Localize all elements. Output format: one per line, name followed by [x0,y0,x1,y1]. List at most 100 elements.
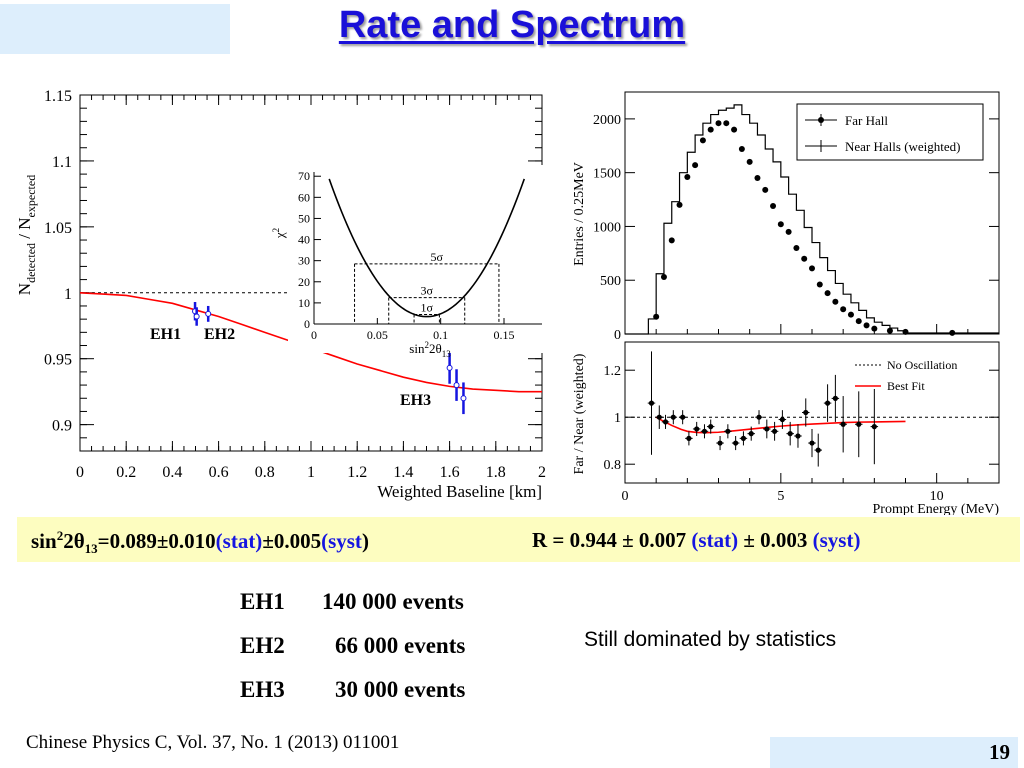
hall-label-eh1: EH1 [150,326,181,343]
far-hall-point [824,290,831,297]
ratio-x-tick-label: 5 [777,489,784,504]
y-tick-label: 1.15 [44,88,72,105]
far-hall-point [653,313,660,320]
far-hall-point [949,329,956,336]
slide-title: Rate and Spectrum [338,4,686,46]
far-hall-point [785,228,792,235]
far-hall-point [684,173,691,180]
x-axis-label: Weighted Baseline [km] [377,482,542,501]
ratio-result: R = 0.944 ± 0.007 (stat) ± 0.003 (syst) [532,528,861,552]
data-point [193,313,200,320]
sigma-label: 3σ [420,284,433,298]
legend-no-oscillation: No Oscillation [887,358,957,372]
y-axis-label: Ndetected / Nexpected [15,175,38,295]
spectrum-y-axis-label: Entries / 0.25MeV [572,162,587,266]
ratio-y-tick-label: 0.8 [604,458,622,473]
ratio-point [694,426,700,432]
far-hall-point [676,201,683,208]
spectrum-legend [796,103,984,161]
x-tick-label: 0 [76,464,84,481]
x-tick-label: 0.4 [162,464,182,481]
inset-x-tick-label: 0.1 [433,328,448,342]
y-tick-label: 0.95 [44,352,72,369]
ratio-point [733,440,739,446]
inset-y-axis-label-part: χ [272,232,287,239]
y-axis-label-part: / N [15,217,34,243]
inset-background [288,165,550,353]
ratio-point [708,424,714,430]
inset-y-tick-label: 0 [304,317,310,331]
far-hall-point [840,306,847,313]
prompt-energy-spectrum-chart: 0 500 1000 1500 2000 Far Hall Near Halls (weig… [572,91,1000,342]
far-hall-point [801,255,808,262]
spectrum-y-tick-label: 1000 [593,220,621,235]
spectrum-y-tick-label: 1500 [593,167,621,182]
far-near-ratio-chart: 0.8 1 1.2 0 5 10 No Oscillation Best Fit Prompt … [572,341,1000,515]
ratio-point [686,435,692,441]
x-tick-label: 1 [307,464,315,481]
x-tick-label: 0.8 [255,464,275,481]
ratio-point [772,428,778,434]
far-hall-point [754,175,761,182]
x-tick-label: 0.2 [116,464,136,481]
far-hall-point [847,311,854,318]
ratio-point [795,433,801,439]
far-hall-point [816,281,823,288]
ratio-point [809,440,815,446]
ratio-y-tick-label: 1.2 [604,364,622,379]
best-fit-curve [655,416,906,434]
hall-label-eh3: EH3 [400,392,431,409]
data-point [446,364,453,371]
far-hall-point [762,186,769,193]
inset-y-tick-label: 60 [298,190,310,204]
far-hall-point [731,126,738,133]
y-tick-label: 1.05 [44,220,72,237]
ratio-point [815,447,821,453]
ratio-point [871,424,877,430]
ratio-point [717,440,723,446]
far-hall-point [855,318,862,325]
baseline-ratio-chart: 0 0.2 0.4 0.6 0.8 1 1.2 1.4 1.6 1.8 2 0.9 0.95 1 1.05 1… [15,88,550,501]
inset-y-axis-label-part: 2 [271,228,281,233]
event-hall-eh3: EH3 [240,677,285,702]
ratio-point [648,400,655,406]
theta13-result: sin22θ13=0.089±0.010(stat)±0.005(syst) [31,528,369,557]
far-hall-point [692,162,699,169]
far-hall-point [777,221,784,228]
ratio-point [701,428,708,434]
far-hall-point [770,203,777,210]
corner-decoration-top-left [0,4,230,54]
page-number: 19 [770,737,1018,768]
data-point [453,382,460,389]
far-hall-point [871,325,878,332]
y-axis-label-part: N [15,283,34,295]
ratio-point [832,395,838,401]
ratio-y-axis-label: Far / Near (weighted) [572,353,587,474]
far-hall-point [738,146,745,153]
inset-y-axis-label: χ2 [271,228,287,239]
spectrum-y-tick-label: 2000 [593,113,621,128]
inset-y-tick-label: 30 [298,254,310,268]
ratio-point [840,421,846,427]
inset-y-tick-label: 70 [298,169,310,183]
inset-y-tick-label: 10 [298,296,310,310]
ratio-x-tick-label: 0 [622,489,629,504]
x-tick-label: 1.2 [347,464,367,481]
x-tick-label: 1.4 [393,464,413,481]
legend-far-marker [818,117,824,123]
inset-y-tick-label: 50 [298,211,310,225]
ratio-point [756,414,762,420]
legend-near-halls: Near Halls (weighted) [845,139,961,154]
y-tick-label: 1 [64,286,72,303]
ratio-point [787,431,793,437]
ratio-y-tick-label: 1 [614,411,621,426]
ratio-point [764,426,770,432]
inset-x-axis-label-part: 13 [442,349,452,359]
spectrum-y-tick-label: 500 [600,274,621,289]
data-point [460,395,467,402]
x-tick-label: 1.8 [486,464,506,481]
event-hall-eh2: EH2 [240,633,285,658]
result-band: sin22θ13=0.089±0.010(stat)±0.005(syst) R… [17,517,1020,562]
data-point [205,310,212,317]
ratio-x-tick-label: 10 [930,489,944,504]
